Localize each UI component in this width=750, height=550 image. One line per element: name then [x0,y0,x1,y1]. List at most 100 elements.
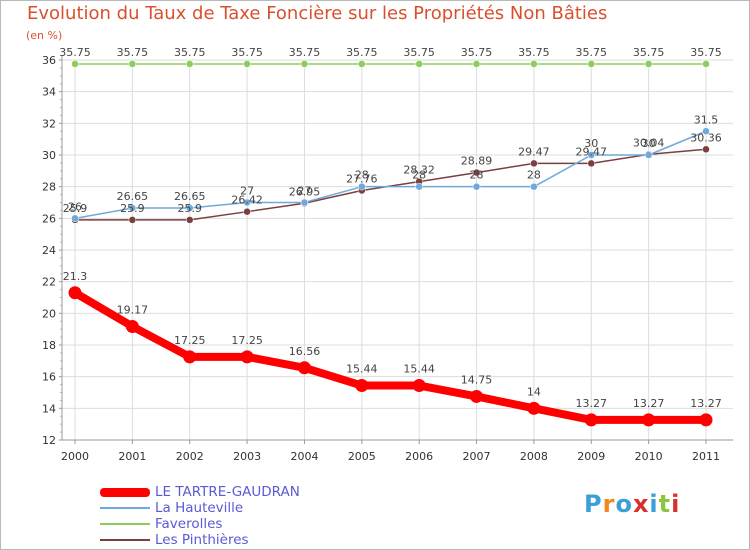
y-tick-label: 24 [42,244,56,257]
y-tick-label: 14 [42,402,56,415]
data-label: 35.75 [346,46,378,59]
data-label: 15.44 [403,363,435,376]
data-label: 35.75 [231,46,263,59]
legend-label: LE TARTRE-GAUDRAN [155,484,300,500]
data-point [355,379,369,393]
data-label: 26.95 [289,185,321,198]
data-label: 30 [584,137,598,150]
x-tick-label: 2004 [290,450,318,463]
data-point [702,145,710,154]
data-label: 28 [527,169,541,182]
data-point [243,207,251,216]
logo-letter: P [584,490,603,518]
data-label: 15.44 [346,363,378,376]
data-label: 25.9 [177,202,202,215]
data-point [644,60,653,68]
data-point [71,214,79,223]
data-point [240,350,254,364]
data-label: 26.65 [117,190,149,203]
data-label: 30.04 [633,136,665,149]
proxiti-logo: Proxiti [584,490,680,518]
data-point [584,413,598,427]
data-point [185,60,194,68]
data-point [642,413,656,427]
legend-label: La Hauteville [155,500,244,516]
data-label: 35.75 [174,46,206,59]
y-tick-label: 26 [42,212,56,225]
data-label: 16.56 [289,345,321,358]
x-tick-label: 2003 [233,450,261,463]
y-tick-label: 18 [42,339,56,352]
data-label: 19.17 [117,303,149,316]
data-label: 35.75 [59,46,91,59]
data-point [125,319,139,333]
data-label: 29.47 [518,145,550,158]
data-point [68,286,82,300]
data-point [587,151,596,159]
data-label: 25.9 [63,202,88,215]
data-point [300,60,309,68]
data-label: 13.27 [690,397,722,410]
logo-letter: i [671,490,681,518]
y-tick-label: 28 [42,181,56,194]
data-point [644,151,653,159]
data-point [71,60,79,68]
data-point [415,60,423,68]
legend-swatch-le-tartre-gaudran [100,488,150,497]
data-point [527,401,541,415]
unit-label: (en %) [26,29,63,42]
logo-letter: o [615,490,633,518]
data-label: 27.76 [346,172,378,185]
data-point [702,60,710,68]
data-label: 26.42 [231,194,263,207]
data-point [472,60,481,68]
data-label: 14 [527,385,541,398]
data-label: 13.27 [576,397,608,410]
data-label: 27 [240,185,254,198]
data-point [470,389,484,403]
data-point [699,413,713,427]
data-point [702,127,710,135]
legend-label: Les Pinthières [155,532,249,548]
logo-letter: x [632,490,650,518]
data-label: 35.75 [289,46,321,59]
legend-swatch-la-hauteville [100,507,150,509]
data-point [587,60,596,68]
data-label: 35.75 [633,46,665,59]
data-label: 27 [297,185,311,198]
y-tick-label: 20 [42,307,56,320]
x-tick-label: 2005 [348,450,376,463]
x-tick-label: 2001 [118,450,146,463]
data-label: 28.89 [461,155,493,168]
y-tick-label: 12 [42,434,56,447]
y-tick-label: 32 [42,117,56,130]
data-point [412,379,426,393]
data-label: 25.9 [120,202,145,215]
data-label: 21.3 [63,270,88,283]
x-tick-label: 2008 [520,450,548,463]
data-label: 17.25 [174,334,206,347]
x-tick-label: 2007 [463,450,491,463]
x-tick-label: 2000 [61,450,89,463]
data-point [185,204,194,212]
y-tick-label: 36 [42,54,56,67]
legend-swatch-faverolles [100,523,150,525]
series-line-0 [71,288,710,424]
data-label: 28.32 [403,164,435,177]
data-label: 28 [412,169,426,182]
data-label: 29.47 [576,145,608,158]
data-point [300,198,309,207]
data-label: 35.75 [461,46,493,59]
data-point [183,350,197,364]
data-label: 14.75 [461,373,493,386]
data-point [128,204,137,212]
data-point [128,60,137,68]
y-tick-label: 22 [42,276,56,289]
x-tick-label: 2010 [635,450,663,463]
series-line-1 [74,130,707,220]
data-label: 35.75 [518,46,550,59]
data-point [530,182,538,191]
data-label: 31.5 [694,113,719,126]
data-label: 28 [355,169,369,182]
